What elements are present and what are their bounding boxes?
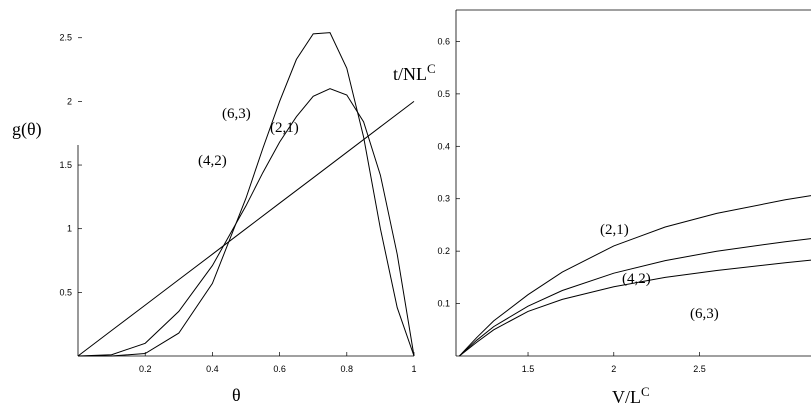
right-series-line: [459, 238, 811, 357]
right-x-axis-label-sup: C: [641, 384, 650, 399]
left-y-tick-label: 2.5: [59, 33, 72, 43]
left-y-tick-label: 0.5: [59, 287, 72, 297]
left-x-tick-label: 0.8: [341, 364, 354, 374]
left-y-tick-label: 1.5: [59, 160, 72, 170]
right-y-tick-label: 0.6: [437, 36, 450, 46]
left-chart: g(θ) θ 0.2 0.4 0.6 0.8 1 0.5 1 1.5 2 2.5 (2,1) (4,…: [12, 32, 417, 405]
right-chart: t/NLC V/LC 1.5 2 2.50.10.20.30.40.50.6 (2,…: [393, 9, 811, 407]
right-x-tick-label: 2.5: [693, 364, 706, 374]
right-series-line: [459, 195, 811, 357]
left-x-tick-label: 0.4: [206, 364, 219, 374]
right-x-axis-label: V/LC: [612, 384, 650, 407]
right-x-tick-label: 2: [611, 364, 616, 374]
right-y-axis-label: t/NLC: [393, 61, 436, 84]
right-y-tick-label: 0.1: [437, 299, 450, 309]
left-x-tick-label: 0.6: [273, 364, 286, 374]
left-series-line: [77, 88, 415, 357]
right-x-tick-label: 1.5: [522, 364, 535, 374]
right-series-label: (6,3): [690, 306, 719, 322]
left-series-label: (6,3): [222, 106, 251, 122]
right-y-tick-label: 0.4: [437, 141, 450, 151]
right-ticks: 1.5 2 2.5 0.1 0.2 0.3 0.4 0.5 0.6: [437, 36, 705, 374]
right-y-axis-label-sup: C: [427, 61, 436, 76]
left-x-tick-label: 1: [411, 364, 416, 374]
left-series-label: (2,1): [270, 120, 299, 136]
right-series: (2,1) (4,2) (6,3): [459, 195, 811, 357]
left-ticks: 0.2 0.4 0.6 0.8 1 0.5 1 1.5 2 2.5: [59, 33, 416, 374]
right-series-line: [459, 259, 811, 357]
left-series-line: [77, 101, 415, 357]
left-y-tick-label: 1: [67, 224, 72, 234]
left-x-axis-label: θ: [232, 385, 241, 405]
right-y-axis-label-main: t/NL: [393, 64, 427, 84]
left-series-label: (4,2): [198, 153, 227, 169]
left-y-axis-label: g(θ): [12, 119, 42, 140]
left-x-tick-label: 0.2: [139, 364, 152, 374]
left-series-line: [78, 32, 415, 357]
left-y-tick-label: 2: [67, 96, 72, 106]
right-y-tick-label: 0.5: [437, 89, 450, 99]
right-y-tick-label: 0.2: [437, 246, 450, 256]
right-series-label: (2,1): [600, 222, 629, 238]
right-series-label: (4,2): [622, 271, 651, 287]
right-y-tick-label: 0.3: [437, 194, 450, 204]
left-series: (2,1) (4,2) (6,3): [77, 32, 415, 357]
right-x-axis-label-main: V/L: [612, 387, 641, 407]
